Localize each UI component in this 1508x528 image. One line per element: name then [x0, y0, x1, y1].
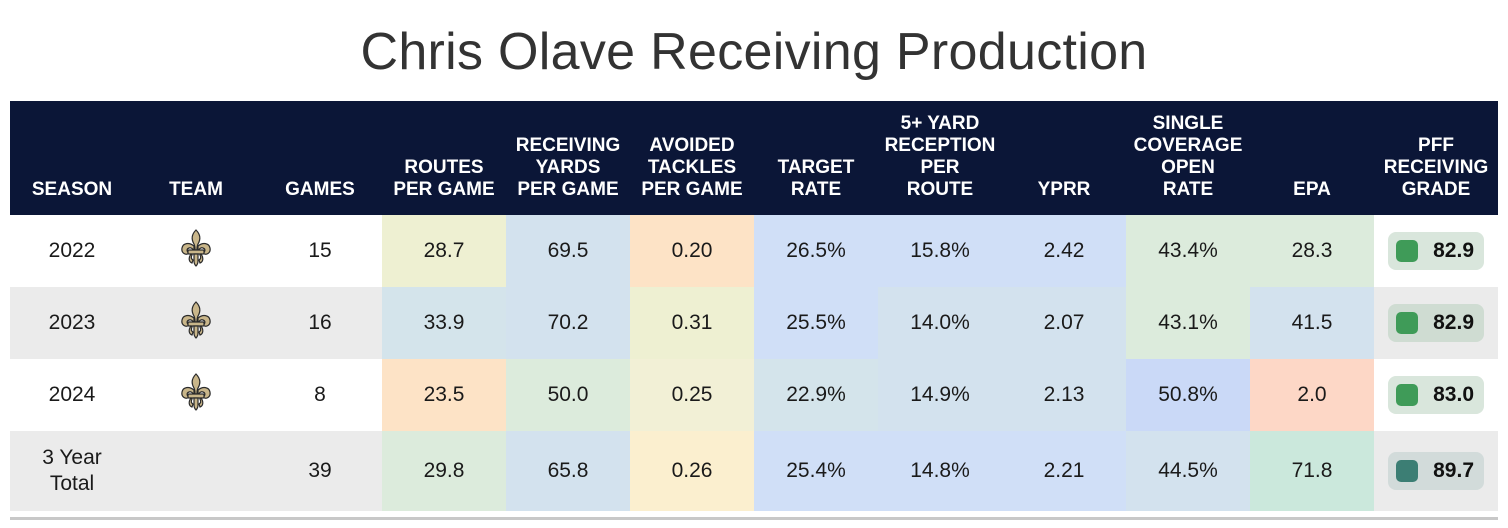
stat-cell: 25.5% [754, 287, 878, 359]
stat-cell: 70.2 [506, 287, 630, 359]
season-cell: 2022 [48, 239, 96, 262]
table-row: 2024 8 23.5 50.0 0.25 22.9% 14.9% 2.13 50.8% 2.0 8… [10, 359, 1498, 431]
stat-cell: 28.3 [1250, 215, 1374, 287]
grade-color-swatch [1396, 460, 1418, 482]
fleur-de-lis-icon [179, 300, 213, 347]
column-header-2: GAMES [285, 179, 355, 200]
column-header-1: TEAM [169, 179, 223, 200]
stat-cell: 43.4% [1126, 215, 1250, 287]
season-cell: 2024 [48, 383, 96, 406]
column-header-9: SINGLE COVERAGE OPEN RATE [1133, 113, 1243, 200]
stat-cell: 0.20 [630, 215, 754, 287]
stat-cell: 0.31 [630, 287, 754, 359]
team-cell [134, 431, 258, 511]
season-cell: 3 Year Total [42, 446, 102, 495]
stat-cell: 2.0 [1250, 359, 1374, 431]
stat-cell: 2.21 [1002, 431, 1126, 511]
column-header-3: ROUTES PER GAME [393, 157, 495, 200]
stat-cell: 0.26 [630, 431, 754, 511]
grade-color-swatch [1396, 240, 1418, 262]
stat-cell: 15.8% [878, 215, 1002, 287]
team-cell [134, 215, 258, 287]
stat-cell: 29.8 [382, 431, 506, 511]
stat-cell: 50.8% [1126, 359, 1250, 431]
stat-cell: 2.42 [1002, 215, 1126, 287]
table-row: 2023 16 33.9 70.2 0.31 25.5% 14.0% 2.07 43.1% 41.… [10, 287, 1498, 359]
grade-value: 82.9 [1433, 239, 1474, 262]
games-cell: 16 [308, 311, 332, 334]
grade-value: 89.7 [1433, 459, 1474, 482]
column-header-7: 5+ YARD RECEPTION PER ROUTE [884, 113, 996, 200]
grade-value: 83.0 [1433, 383, 1474, 406]
stat-cell: 44.5% [1126, 431, 1250, 511]
stat-cell: 14.8% [878, 431, 1002, 511]
stat-cell: 71.8 [1250, 431, 1374, 511]
grade-value: 82.9 [1433, 311, 1474, 334]
stat-cell: 65.8 [506, 431, 630, 511]
stat-cell: 26.5% [754, 215, 878, 287]
stat-cell: 50.0 [506, 359, 630, 431]
stat-cell: 69.5 [506, 215, 630, 287]
fleur-de-lis-icon [179, 228, 213, 275]
stat-cell: 0.25 [630, 359, 754, 431]
season-cell: 2023 [48, 311, 96, 334]
column-header-10: EPA [1293, 179, 1331, 200]
stat-cell: 33.9 [382, 287, 506, 359]
grade-cell: 89.7 [1374, 431, 1498, 511]
stat-cell: 23.5 [382, 359, 506, 431]
grade-badge: 83.0 [1388, 376, 1484, 414]
stat-cell: 28.7 [382, 215, 506, 287]
table-header: SEASON TEAM GAMES ROUTES PER GAME RECEIVING … [10, 101, 1498, 215]
grade-cell: 82.9 [1374, 215, 1498, 287]
team-cell [134, 287, 258, 359]
grade-badge: 82.9 [1388, 304, 1484, 342]
grade-badge: 89.7 [1388, 452, 1484, 490]
table-body: 2022 15 28.7 69.5 0.20 26.5% 15.8% 2.42 43.4% 28.… [10, 215, 1498, 511]
stat-cell: 2.07 [1002, 287, 1126, 359]
fleur-de-lis-icon [179, 372, 213, 419]
column-header-0: SEASON [31, 179, 113, 200]
column-header-4: RECEIVING YARDS PER GAME [515, 135, 621, 200]
games-cell: 15 [308, 239, 332, 262]
grade-color-swatch [1396, 312, 1418, 334]
chart-title: Chris Olave Receiving Production [360, 23, 1148, 81]
stat-cell: 2.13 [1002, 359, 1126, 431]
stat-cell: 14.9% [878, 359, 1002, 431]
column-header-8: YPRR [1037, 179, 1091, 200]
stat-cell: 22.9% [754, 359, 878, 431]
team-cell [134, 359, 258, 431]
column-header-6: TARGET RATE [777, 157, 855, 200]
table-row: 3 Year Total 39 29.8 65.8 0.26 25.4% 14.8% 2.21… [10, 431, 1498, 511]
column-header-11: PFF RECEIVING GRADE [1383, 135, 1489, 200]
table-bottom-border [10, 517, 1498, 520]
grade-cell: 83.0 [1374, 359, 1498, 431]
stat-cell: 25.4% [754, 431, 878, 511]
games-cell: 39 [308, 459, 332, 482]
stats-table: SEASON TEAM GAMES ROUTES PER GAME RECEIVING … [10, 101, 1498, 511]
grade-cell: 82.9 [1374, 287, 1498, 359]
stat-cell: 43.1% [1126, 287, 1250, 359]
grade-color-swatch [1396, 384, 1418, 406]
table-row: 2022 15 28.7 69.5 0.20 26.5% 15.8% 2.42 43.4% 28.… [10, 215, 1498, 287]
stat-cell: 41.5 [1250, 287, 1374, 359]
games-cell: 8 [314, 383, 326, 406]
column-header-5: AVOIDED TACKLES PER GAME [641, 135, 743, 200]
grade-badge: 82.9 [1388, 232, 1484, 270]
stat-cell: 14.0% [878, 287, 1002, 359]
